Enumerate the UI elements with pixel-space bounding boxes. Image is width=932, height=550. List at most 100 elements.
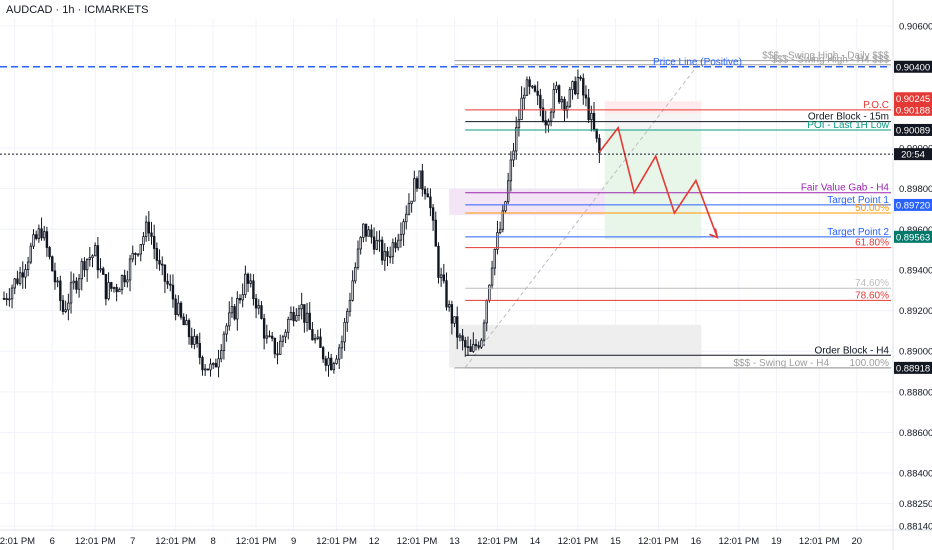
candle-body [40, 228, 43, 239]
candle-body [265, 335, 269, 339]
candle-body [80, 261, 83, 280]
candle-body [316, 336, 319, 339]
candle-body [13, 278, 16, 289]
candle-body [32, 234, 35, 247]
candle-body [447, 304, 451, 308]
candle-body [104, 273, 108, 300]
level-label: 61.80% [855, 238, 889, 249]
candle-body [338, 347, 341, 360]
candle-body [506, 180, 510, 203]
candle-body [504, 201, 507, 212]
candle-body [378, 239, 381, 242]
candle-body [169, 283, 172, 286]
x-tick-label: 9 [291, 536, 296, 547]
candle-body [297, 308, 301, 316]
level-label: Fair Value Gab - H4 [801, 183, 890, 194]
candle-body [351, 280, 354, 301]
price-badge-text: 0.90089 [896, 125, 930, 136]
candle-body [257, 305, 260, 309]
y-tick-label: 0.89200 [899, 306, 932, 317]
x-tick-label: 12 [369, 536, 380, 547]
candle-body [340, 341, 344, 349]
candle-body [18, 272, 22, 284]
candle-body [434, 219, 437, 247]
candle-body [525, 79, 529, 96]
price-badge-text: 0.90400 [896, 62, 930, 73]
candle-body [568, 89, 572, 107]
candle-body [163, 264, 167, 282]
level-label: Order Block - 15m [808, 112, 889, 123]
candle-body [51, 256, 54, 272]
x-tick-label: 16 [691, 536, 702, 547]
candle-body [437, 245, 440, 278]
price-badge-text: 0.89720 [896, 200, 930, 211]
fib-trend-line [464, 60, 702, 368]
candle-body [464, 340, 467, 348]
candle-body [300, 304, 303, 310]
x-tick-label: 15 [610, 536, 621, 547]
candle-body [528, 79, 531, 87]
y-tick-label: 0.88600 [899, 428, 932, 439]
candle-body [144, 221, 148, 238]
candle-body [120, 275, 124, 290]
candle-body [142, 236, 145, 245]
price-badge [894, 361, 932, 374]
level-label: 100.00% [850, 358, 890, 369]
candle-body [523, 94, 526, 99]
price-badge-text: 0.89563 [896, 232, 930, 243]
candle-body [77, 278, 81, 290]
candle-body [362, 223, 365, 238]
candle-body [10, 287, 14, 300]
candle-body [61, 300, 65, 312]
candle-body [21, 272, 24, 278]
candle-body [332, 363, 336, 371]
candle-body [107, 282, 110, 300]
y-tick-label: 0.89000 [899, 347, 932, 358]
candle-body [268, 335, 271, 338]
candle-body [136, 253, 140, 256]
candle-body [399, 233, 403, 241]
candle-body [260, 305, 263, 319]
candle-body [397, 239, 400, 249]
y-tick-label: 0.89800 [899, 184, 932, 195]
candle-body [480, 339, 483, 348]
order-block-h4-zone [449, 324, 702, 368]
candle-body [26, 261, 30, 270]
candle-body [348, 299, 352, 312]
price-badge [894, 60, 932, 73]
candle-body [595, 128, 598, 139]
y-tick-label: 0.88140 [899, 521, 932, 532]
candle-body [182, 316, 185, 326]
candle-body [533, 85, 537, 92]
candle-body [59, 280, 62, 301]
candle-body [388, 255, 392, 258]
level-label: POI - Last 1H Low [807, 120, 889, 131]
candle-body [190, 336, 193, 345]
x-tick-label: 12:01 PM [477, 536, 518, 547]
candle-body [560, 98, 564, 103]
candle-body [458, 335, 462, 338]
candle-body [222, 333, 226, 352]
candle-body [539, 94, 542, 109]
level-label: 50.00% [855, 203, 889, 214]
candle-body [131, 252, 134, 260]
candle-body [152, 236, 156, 249]
candle-body [209, 363, 212, 371]
candle-body [343, 321, 346, 343]
candle-body [370, 229, 373, 238]
candle-body [356, 248, 360, 268]
x-tick-label: 12:01 PM [75, 536, 116, 547]
y-tick-label: 0.89400 [899, 265, 932, 276]
candle-body [187, 320, 191, 338]
price-badge-text: 20:54 [901, 150, 925, 161]
x-tick-label: 12:01 PM [316, 536, 357, 547]
x-tick-label: 20 [852, 536, 863, 547]
candle-body [415, 178, 419, 189]
candle-body [482, 322, 486, 341]
price-badge-text: 0.90245 [896, 94, 930, 105]
price-badge [894, 92, 932, 105]
candle-body [418, 170, 421, 189]
candle-body [287, 318, 290, 333]
candle-body [536, 90, 539, 96]
